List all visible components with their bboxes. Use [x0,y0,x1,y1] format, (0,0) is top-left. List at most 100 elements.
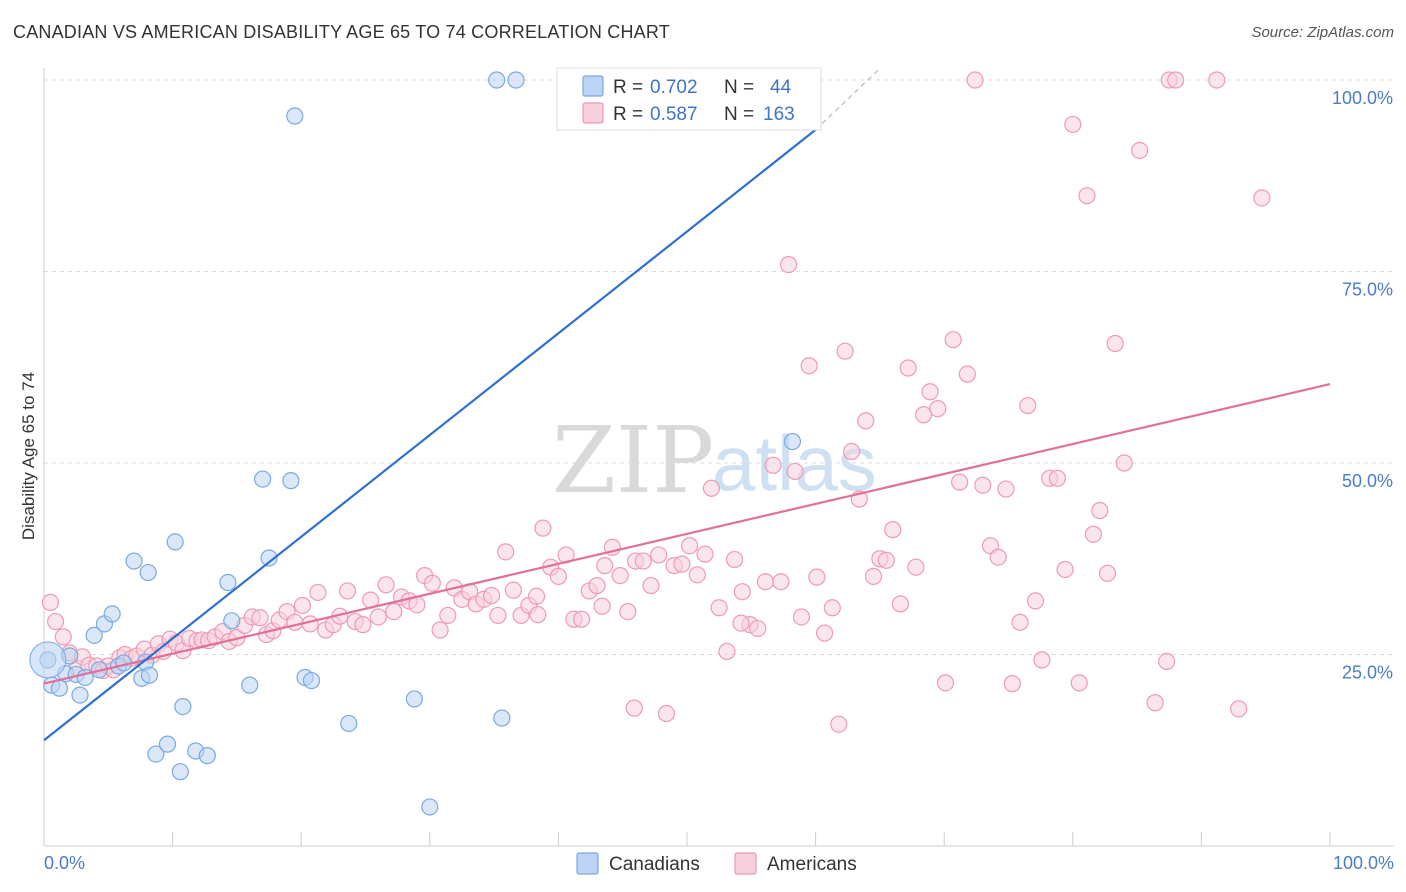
americans-point[interactable] [779,256,798,274]
americans-point[interactable] [1003,675,1021,693]
canadians-point[interactable] [125,552,143,570]
canadians-point[interactable] [421,798,439,816]
canadians-point[interactable] [282,472,300,490]
canadians-point[interactable] [405,690,423,708]
canadians-point[interactable] [340,714,358,733]
americans-point[interactable] [936,674,955,692]
americans-point[interactable] [625,699,643,717]
americans-point[interactable] [749,619,767,638]
americans-point[interactable] [497,543,515,561]
americans-point[interactable] [786,462,804,481]
americans-point[interactable] [958,365,976,383]
americans-point[interactable] [1064,115,1082,134]
canadians-point[interactable] [166,533,184,551]
americans-point[interactable] [1011,613,1029,631]
canadians-point[interactable] [488,71,506,89]
americans-point[interactable] [944,331,962,349]
canadians-point[interactable] [171,763,189,781]
americans-point[interactable] [1019,396,1037,415]
series-legend[interactable]: Canadians Americans [576,852,857,875]
americans-point[interactable] [1084,525,1102,543]
americans-point[interactable] [385,603,403,621]
americans-point[interactable] [1167,71,1185,89]
americans-point[interactable] [588,576,606,595]
americans-point[interactable] [1070,674,1088,692]
americans-point[interactable] [673,555,691,573]
americans-point[interactable] [293,596,312,615]
americans-point[interactable] [725,550,744,569]
canadians-point[interactable] [71,686,89,704]
americans-point[interactable] [1091,501,1109,520]
americans-point[interactable] [369,608,387,626]
canadians-point[interactable] [139,563,157,582]
bottom-legend-label-canadians[interactable]: Canadians [609,854,700,875]
americans-point[interactable] [843,442,861,461]
americans-point[interactable] [864,567,883,585]
americans-point[interactable] [529,606,547,624]
americans-point[interactable] [657,704,676,723]
canadians-point[interactable] [507,71,525,89]
americans-point[interactable] [1106,334,1124,353]
americans-point[interactable] [772,573,790,591]
canadians-point[interactable] [286,107,304,125]
americans-point[interactable] [534,519,552,537]
americans-point[interactable] [41,593,60,612]
americans-point[interactable] [907,558,925,576]
americans-point[interactable] [1230,700,1248,718]
canadians-point[interactable] [140,666,159,684]
americans-point[interactable] [527,587,546,605]
bottom-legend-swatch-canadians[interactable] [576,852,599,875]
americans-point[interactable] [1146,694,1164,712]
americans-point[interactable] [549,567,568,585]
americans-point[interactable] [808,568,826,586]
americans-point[interactable] [1115,454,1133,472]
americans-point[interactable] [634,552,652,570]
americans-point[interactable] [696,545,714,563]
canadians-point[interactable] [260,549,278,567]
canadians-point[interactable] [219,573,237,592]
canadians-point[interactable] [783,432,802,451]
americans-point[interactable] [251,609,269,627]
americans-point[interactable] [1078,187,1096,205]
americans-point[interactable] [764,456,782,474]
americans-point[interactable] [732,614,750,632]
canadians-point[interactable] [103,605,121,623]
americans-point[interactable] [816,624,834,642]
americans-point[interactable] [46,612,65,631]
americans-point[interactable] [1208,71,1226,89]
americans-point[interactable] [338,582,357,600]
americans-point[interactable] [286,613,304,631]
americans-point[interactable] [619,603,637,621]
canadians-point[interactable] [241,676,259,694]
americans-point[interactable] [680,537,699,555]
americans-point[interactable] [857,412,875,430]
americans-point[interactable] [423,574,441,592]
americans-point[interactable] [1033,651,1051,669]
americans-point[interactable] [899,359,917,377]
americans-point[interactable] [688,566,706,584]
canadians-point[interactable] [302,671,321,690]
americans-point[interactable] [997,480,1015,498]
americans-point[interactable] [800,357,818,375]
americans-point[interactable] [377,576,395,594]
canadians-point[interactable] [158,735,177,753]
americans-point[interactable] [951,473,969,491]
canadians-point[interactable] [198,747,216,765]
americans-point[interactable] [354,616,372,634]
americans-point[interactable] [877,551,895,569]
americans-point[interactable] [989,548,1007,566]
americans-point[interactable] [915,406,933,424]
canadians-point[interactable] [223,612,241,630]
americans-point[interactable] [974,476,992,494]
americans-point[interactable] [309,583,327,602]
americans-point[interactable] [1056,560,1074,579]
americans-point[interactable] [830,715,848,733]
americans-point[interactable] [929,400,947,418]
americans-point[interactable] [1048,469,1066,487]
americans-point[interactable] [966,71,984,89]
americans-point[interactable] [756,573,775,591]
bottom-legend-label-americans[interactable]: Americans [767,854,857,875]
americans-point[interactable] [1131,141,1149,160]
americans-point[interactable] [891,595,910,613]
americans-point[interactable] [1253,189,1271,207]
